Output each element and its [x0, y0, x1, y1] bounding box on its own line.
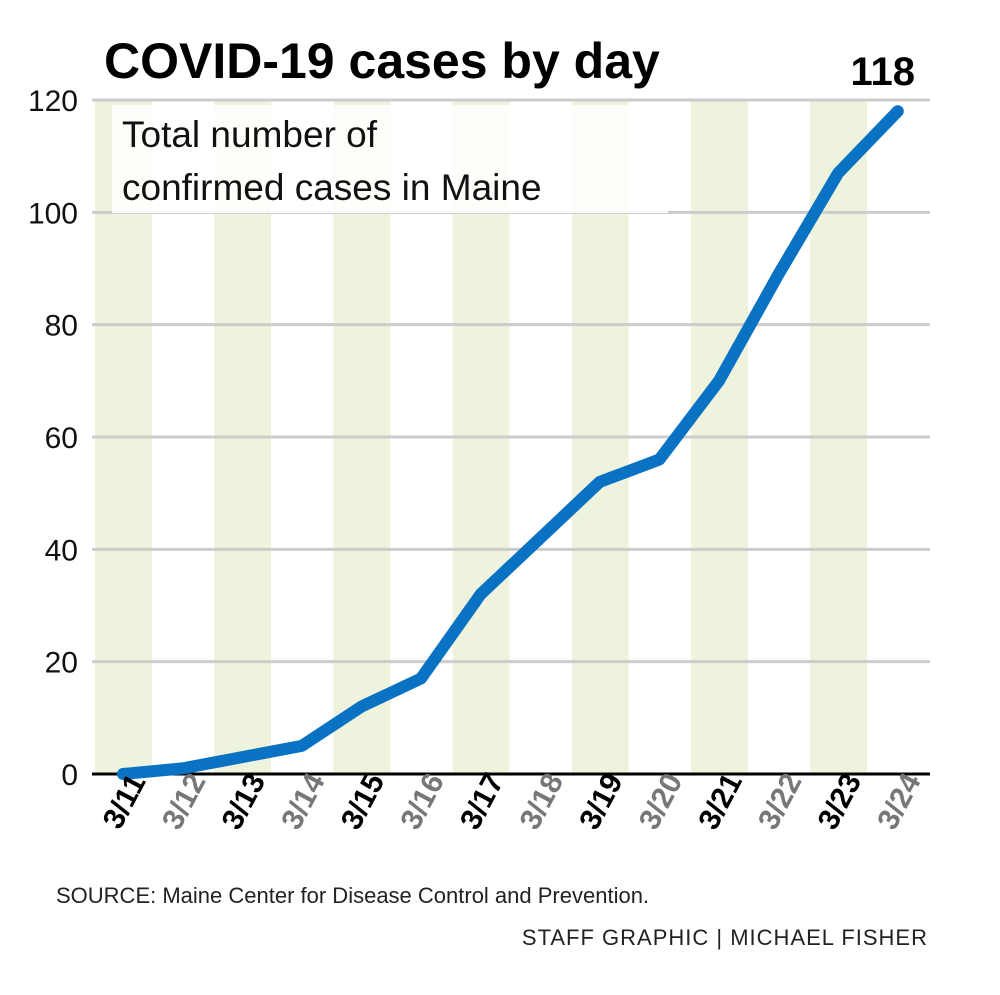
x-tick-label: 3/17	[454, 768, 511, 835]
source-note: SOURCE: Maine Center for Disease Control…	[56, 883, 649, 908]
y-tick-label: 120	[28, 85, 78, 118]
x-axis-ticks: 3/11 3/12 3/13 3/14 3/15 3/16 3/17 3/18 3/19 3/20…	[97, 768, 928, 835]
y-axis-ticks: 0 20 40 60 80 100 120	[28, 85, 78, 792]
x-tick-label: 3/20	[633, 768, 690, 835]
x-tick-label: 3/22	[752, 768, 809, 835]
y-tick-label: 80	[45, 310, 78, 343]
series-line-confirmed-cases	[117, 105, 904, 780]
x-tick-label: 3/24	[871, 768, 928, 835]
subtitle-line-2: confirmed cases in Maine	[122, 167, 542, 208]
x-tick-label: 3/11	[97, 769, 153, 835]
x-tick-label: 3/15	[335, 768, 392, 835]
x-tick-label: 3/19	[573, 768, 630, 835]
subtitle-box	[112, 105, 668, 213]
x-tick-label: 3/13	[216, 768, 273, 835]
y-tick-label: 100	[28, 197, 78, 230]
y-tick-label: 20	[45, 647, 78, 680]
subtitle-line-1: Total number of	[122, 114, 378, 155]
staff-credit: STAFF GRAPHIC | MICHAEL FISHER	[522, 925, 928, 950]
y-tick-label: 40	[45, 534, 78, 567]
x-tick-label: 3/14	[275, 768, 332, 835]
x-tick-label: 3/12	[156, 768, 213, 835]
x-tick-label: 3/23	[812, 768, 869, 835]
y-tick-label: 0	[61, 759, 78, 792]
chart-title: COVID-19 cases by day	[104, 33, 660, 89]
final-value-callout: 118	[850, 50, 915, 94]
y-tick-label: 60	[45, 422, 78, 455]
gridlines	[92, 98, 930, 664]
x-tick-label: 3/16	[394, 768, 451, 835]
x-tick-label: 3/18	[514, 768, 571, 835]
x-tick-label: 3/21	[692, 768, 749, 835]
